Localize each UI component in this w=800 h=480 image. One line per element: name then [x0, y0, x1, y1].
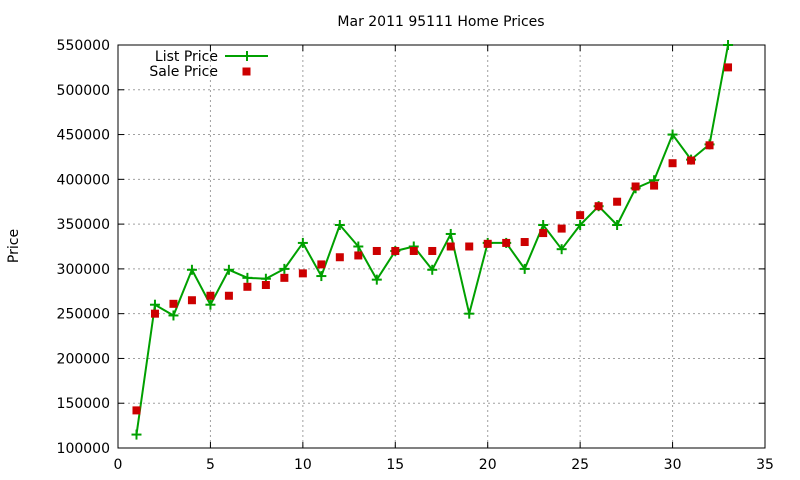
- sale-price-point: [576, 211, 585, 220]
- sale-price-point: [298, 269, 307, 278]
- sale-price-point: [446, 242, 455, 251]
- list-price-point: [667, 129, 678, 140]
- list-price-point: [353, 241, 364, 252]
- sale-price-point: [483, 239, 492, 248]
- list-price-point: [445, 228, 456, 239]
- plot-frame: [117, 44, 766, 449]
- sale-price-point: [465, 242, 474, 251]
- sale-price-point: [594, 202, 603, 211]
- sale-price-point: [428, 246, 437, 255]
- legend: List Price Sale Price: [149, 49, 268, 80]
- y-axis-label: Price: [6, 229, 22, 263]
- sale-price-point: [687, 156, 696, 165]
- sale-price-point: [724, 63, 733, 72]
- y-tick-label: 250000: [57, 307, 110, 323]
- list-price-point: [612, 220, 623, 231]
- tick-layer: 0 5 10 15 20 25 30 35 100000 150000 200000 250000 30…: [57, 38, 774, 473]
- y-tick-label: 450000: [57, 128, 110, 144]
- legend-label-sale-price: Sale Price: [149, 64, 218, 80]
- sale-price-point: [187, 296, 196, 305]
- list-price-point: [131, 429, 142, 440]
- legend-marker-list-price: [242, 51, 252, 61]
- list-price-point: [371, 274, 382, 285]
- list-price-point: [186, 264, 197, 275]
- y-tick-label: 300000: [57, 262, 110, 278]
- y-tick-label: 100000: [57, 441, 110, 457]
- list-price-point: [279, 263, 290, 274]
- list-price-point: [519, 263, 530, 274]
- sale-price-point: [613, 197, 622, 206]
- sale-price-point: [132, 406, 141, 415]
- y-tick-label: 500000: [57, 83, 110, 99]
- sale-price-point: [502, 238, 511, 247]
- y-tick-label: 400000: [57, 172, 110, 188]
- list-price-point: [538, 220, 549, 231]
- x-tick-label: 0: [114, 457, 123, 473]
- sale-price-point: [409, 246, 418, 255]
- chart-title: Mar 2011 95111 Home Prices: [337, 14, 544, 30]
- x-tick-label: 5: [206, 457, 215, 473]
- y-tick-label: 200000: [57, 351, 110, 367]
- x-tick-label: 25: [571, 457, 589, 473]
- y-tick-label: 350000: [57, 217, 110, 233]
- list-price-point: [297, 237, 308, 248]
- sale-price-point: [206, 291, 215, 300]
- y-tick-label: 550000: [57, 38, 110, 54]
- y-tick-label: 150000: [57, 396, 110, 412]
- legend-marker-sale-price: [242, 67, 251, 76]
- list-price-line: [135, 44, 730, 435]
- list-price-point: [149, 299, 160, 310]
- x-tick-label: 20: [479, 457, 497, 473]
- x-tick-label: 10: [294, 457, 312, 473]
- list-price-point: [464, 308, 475, 319]
- list-price-point: [575, 220, 586, 231]
- grid-layer: [118, 45, 765, 448]
- sale-price-point: [520, 238, 529, 247]
- sale-price-point: [391, 246, 400, 255]
- sale-price-point: [243, 282, 252, 291]
- list-price-point: [723, 40, 734, 50]
- sale-price-point: [224, 291, 233, 300]
- sale-price-point: [261, 281, 270, 290]
- legend-label-list-price: List Price: [155, 49, 218, 65]
- sale-price-point: [705, 141, 714, 150]
- list-price-point: [242, 272, 253, 283]
- sale-price-point: [169, 299, 178, 308]
- series-layer: [131, 40, 734, 440]
- list-price-point: [556, 244, 567, 255]
- x-tick-label: 30: [664, 457, 682, 473]
- sale-price-point: [317, 260, 326, 269]
- list-price-point: [316, 271, 327, 282]
- sale-price-point: [631, 182, 640, 191]
- sale-price-point: [372, 246, 381, 255]
- sale-price-point: [557, 224, 566, 233]
- sale-price-point: [280, 273, 289, 282]
- x-tick-label: 15: [386, 457, 404, 473]
- x-tick-label: 35: [756, 457, 774, 473]
- sale-price-point: [650, 181, 659, 190]
- list-price-point: [168, 310, 179, 321]
- sale-price-point: [539, 229, 548, 238]
- list-price-point: [205, 299, 216, 310]
- list-price-point: [334, 220, 345, 231]
- sale-price-point: [354, 251, 363, 260]
- sale-price-point: [335, 253, 344, 262]
- sale-price-point: [150, 309, 159, 318]
- sale-price-point: [668, 159, 677, 168]
- list-price-point: [427, 264, 438, 275]
- list-price-point: [223, 264, 234, 275]
